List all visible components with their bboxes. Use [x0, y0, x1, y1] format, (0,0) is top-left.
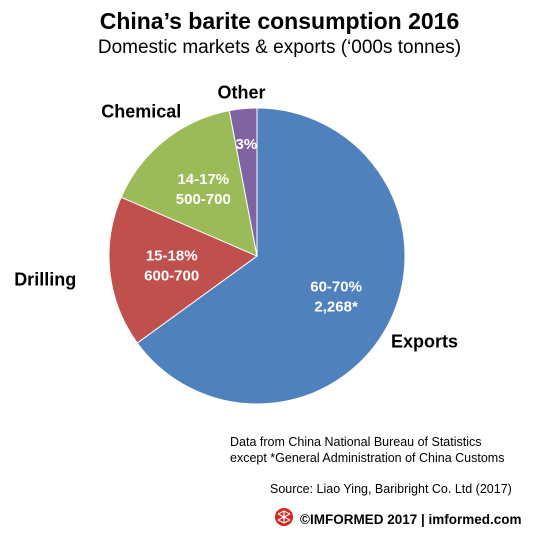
slice-value-label-exports: 60-70% 2,268* — [310, 278, 362, 315]
chart-title: China’s barite consumption 2016 — [99, 8, 460, 34]
slice-value-label-chemical: 14-17% 500-700 — [176, 171, 231, 208]
pie-slice-drilling — [108, 196, 259, 344]
data-note-line-2: except *General Administration of China … — [230, 451, 505, 465]
pie-slice-chemical — [120, 110, 258, 257]
footer: ©IMFORMED 2017 | imformed.com — [274, 507, 522, 532]
pie-slice-exports — [136, 107, 406, 405]
slice-value-label-drilling: 15-18% 600-700 — [144, 247, 199, 284]
category-label-drilling: Drilling — [14, 269, 76, 289]
chart-subtitle: Domestic markets & exports (‘000s tonnes… — [97, 37, 462, 58]
category-label-other: Other — [217, 82, 265, 102]
data-note-line-1: Data from China National Bureau of Stati… — [230, 435, 482, 449]
category-label-exports: Exports — [391, 331, 458, 351]
slice-value-label-other: 3% — [236, 136, 258, 153]
category-label-chemical: Chemical — [101, 102, 181, 122]
pie-slice-other — [228, 107, 258, 257]
source-note: Source: Liao Ying, Baribright Co. Ltd (2… — [270, 482, 512, 496]
footer-text: ©IMFORMED 2017 | imformed.com — [300, 511, 522, 527]
imformed-logo-icon — [274, 507, 294, 532]
